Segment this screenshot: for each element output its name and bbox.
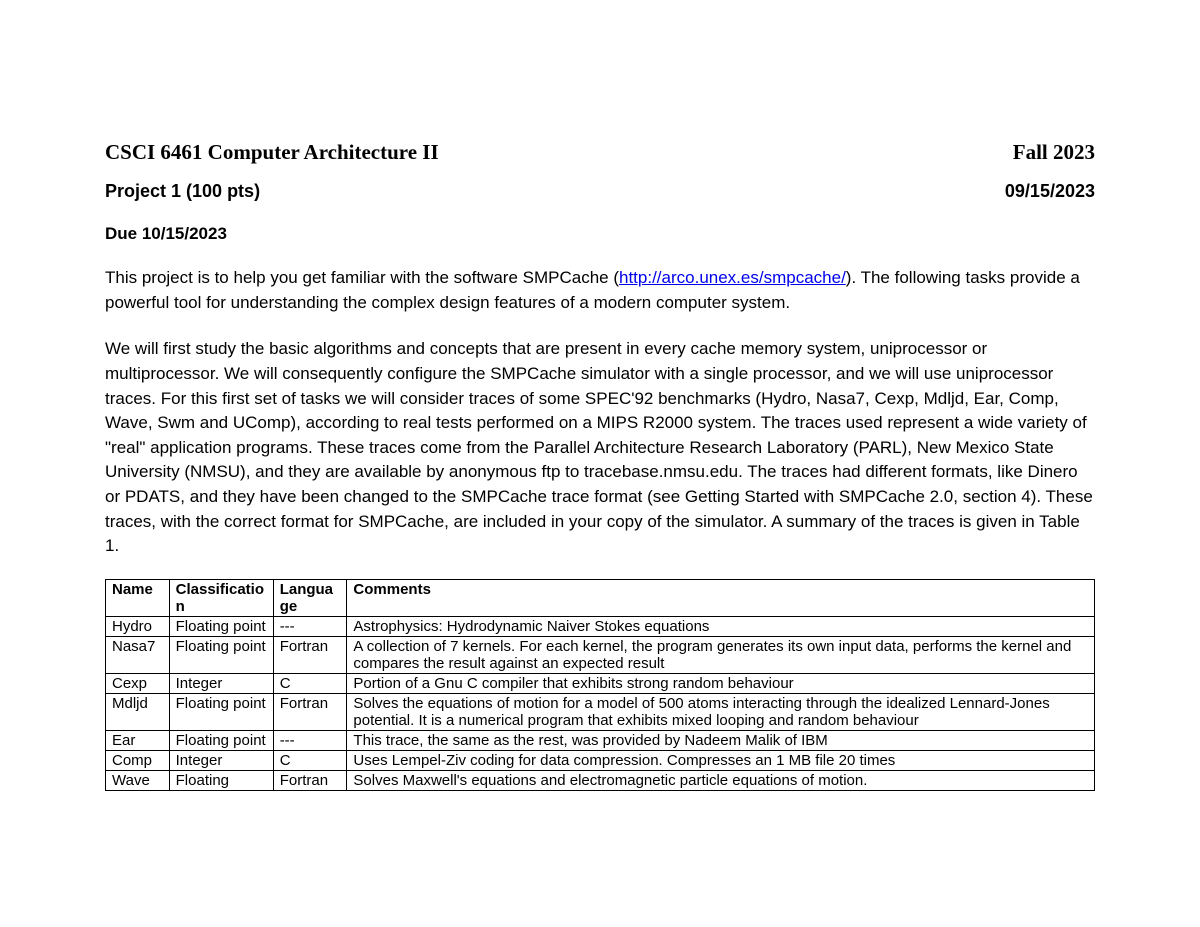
table-cell: Floating point (169, 617, 273, 637)
table-cell: Solves Maxwell's equations and electroma… (347, 771, 1095, 791)
col-header-2: Language (273, 580, 347, 617)
col-header-1: Classification (169, 580, 273, 617)
table-cell: --- (273, 731, 347, 751)
table-cell: Solves the equations of motion for a mod… (347, 694, 1095, 731)
table-cell: Nasa7 (106, 637, 170, 674)
due-date: Due 10/15/2023 (105, 224, 1095, 244)
project-date: 09/15/2023 (1005, 181, 1095, 202)
course-title: CSCI 6461 Computer Architecture II (105, 140, 439, 165)
header-row: CSCI 6461 Computer Architecture II Fall … (105, 140, 1095, 165)
col-header-3: Comments (347, 580, 1095, 617)
table-cell: Floating point (169, 731, 273, 751)
table-cell: C (273, 751, 347, 771)
table-cell: Portion of a Gnu C compiler that exhibit… (347, 674, 1095, 694)
project-title: Project 1 (100 pts) (105, 181, 260, 202)
col-header-0: Name (106, 580, 170, 617)
table-row: CexpIntegerCPortion of a Gnu C compiler … (106, 674, 1095, 694)
table-row: CompIntegerCUses Lempel-Ziv coding for d… (106, 751, 1095, 771)
document-page: CSCI 6461 Computer Architecture II Fall … (0, 0, 1200, 851)
table-cell: Integer (169, 674, 273, 694)
table-cell: A collection of 7 kernels. For each kern… (347, 637, 1095, 674)
table-cell: Fortran (273, 771, 347, 791)
term-label: Fall 2023 (1013, 140, 1095, 165)
table-cell: Comp (106, 751, 170, 771)
table-cell: Ear (106, 731, 170, 751)
table-cell: Mdljd (106, 694, 170, 731)
table-cell: Floating point (169, 637, 273, 674)
table-head: NameClassificationLanguageComments (106, 580, 1095, 617)
table-cell: Floating point (169, 694, 273, 731)
p1-pre: This project is to help you get familiar… (105, 268, 619, 287)
table-body: HydroFloating point---Astrophysics: Hydr… (106, 617, 1095, 791)
table-cell: Cexp (106, 674, 170, 694)
traces-table: NameClassificationLanguageComments Hydro… (105, 579, 1095, 791)
project-row: Project 1 (100 pts) 09/15/2023 (105, 181, 1095, 202)
table-cell: This trace, the same as the rest, was pr… (347, 731, 1095, 751)
table-cell: Integer (169, 751, 273, 771)
table-cell: Fortran (273, 694, 347, 731)
table-row: Nasa7Floating pointFortranA collection o… (106, 637, 1095, 674)
table-row: WaveFloatingFortranSolves Maxwell's equa… (106, 771, 1095, 791)
table-cell: Uses Lempel-Ziv coding for data compress… (347, 751, 1095, 771)
table-cell: --- (273, 617, 347, 637)
smpcache-link[interactable]: http://arco.unex.es/smpcache/ (619, 268, 846, 287)
table-row: HydroFloating point---Astrophysics: Hydr… (106, 617, 1095, 637)
table-cell: Floating (169, 771, 273, 791)
table-cell: Fortran (273, 637, 347, 674)
table-cell: C (273, 674, 347, 694)
table-cell: Wave (106, 771, 170, 791)
intro-paragraph-2: We will first study the basic algorithms… (105, 337, 1095, 559)
table-row: EarFloating point---This trace, the same… (106, 731, 1095, 751)
table-cell: Astrophysics: Hydrodynamic Naiver Stokes… (347, 617, 1095, 637)
intro-paragraph-1: This project is to help you get familiar… (105, 266, 1095, 315)
table-header-row: NameClassificationLanguageComments (106, 580, 1095, 617)
table-cell: Hydro (106, 617, 170, 637)
table-row: MdljdFloating pointFortranSolves the equ… (106, 694, 1095, 731)
